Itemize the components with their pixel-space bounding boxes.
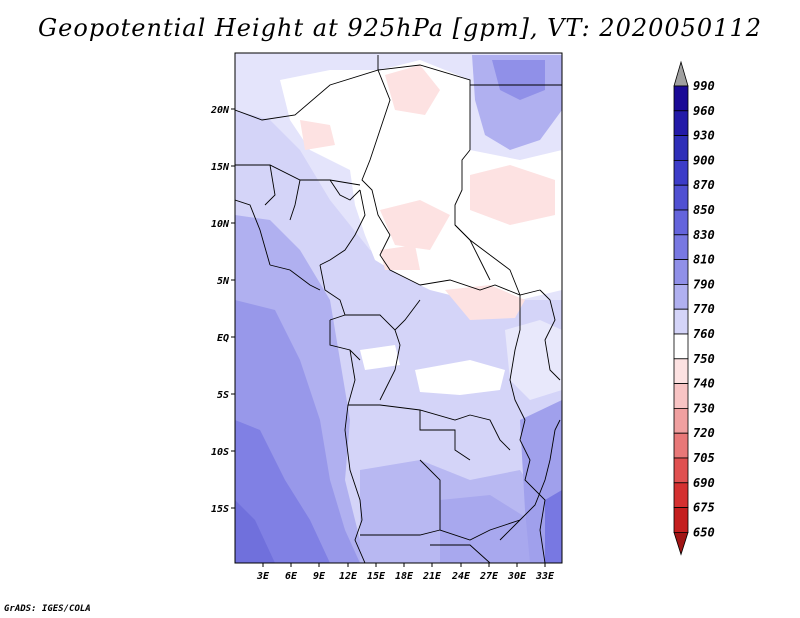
lon-label: 15E xyxy=(367,571,386,582)
colorbar-segment xyxy=(673,259,689,285)
grads-credit: GrADS: IGES/COLA xyxy=(4,604,91,614)
colorbar-segment xyxy=(673,482,689,508)
lat-label: EQ xyxy=(217,333,229,344)
colorbar-segment xyxy=(673,209,689,236)
colorbar-label: 730 xyxy=(693,401,715,415)
colorbar-bottom-arrow xyxy=(673,532,689,556)
lat-label: 10S xyxy=(211,447,229,458)
colorbar-label: 810 xyxy=(693,253,715,267)
colorbar-label: 900 xyxy=(693,153,715,167)
colorbar-label: 990 xyxy=(693,79,715,93)
chart-title: Geopotential Height at 925hPa [gpm], VT:… xyxy=(38,14,762,42)
colorbar-label: 830 xyxy=(693,228,715,242)
colorbar-label: 790 xyxy=(693,277,715,291)
colorbar-segment xyxy=(673,135,689,161)
lon-label: 24E xyxy=(451,571,471,582)
lat-labels: 20N 15N 10N 5N EQ 5S 10S 15S xyxy=(210,105,230,515)
lat-label: 5N xyxy=(217,276,230,287)
colorbar-segment xyxy=(673,184,689,211)
colorbar-segment xyxy=(673,110,689,137)
colorbar-top-arrow xyxy=(673,60,689,87)
lon-label: 12E xyxy=(339,571,358,582)
lon-label: 21E xyxy=(422,571,442,582)
colorbar-label: 850 xyxy=(693,203,715,217)
lon-label: 18E xyxy=(395,571,414,582)
lat-label: 15S xyxy=(211,504,229,515)
colorbar-label: 690 xyxy=(693,476,715,490)
colorbar-segment xyxy=(673,407,689,434)
lon-labels: 3E 6E 9E 12E 15E 18E 21E 24E 27E 30E 33E xyxy=(256,571,555,582)
colorbar-label: 750 xyxy=(693,352,715,366)
colorbar-segment xyxy=(673,507,689,533)
colorbar-segment xyxy=(673,358,689,384)
colorbar-segment xyxy=(673,333,689,360)
country-borders xyxy=(235,55,562,563)
colorbar-label: 740 xyxy=(693,377,715,391)
colorbar-segment xyxy=(673,85,689,112)
colorbar-label: 675 xyxy=(693,501,715,515)
lon-label: 3E xyxy=(256,571,270,582)
colorbar-label: 705 xyxy=(693,451,715,465)
lat-label: 10N xyxy=(211,219,230,230)
colorbar-label: 770 xyxy=(693,302,715,316)
colorbar-label: 720 xyxy=(693,426,715,440)
colorbar-segment xyxy=(673,234,689,261)
map-frame xyxy=(234,52,563,564)
lon-label: 27E xyxy=(479,571,499,582)
colorbar-segment xyxy=(673,383,689,409)
lat-label: 15N xyxy=(211,162,230,173)
lon-label: 9E xyxy=(313,571,326,582)
lat-label: 20N xyxy=(210,105,230,116)
colorbar-segment xyxy=(673,283,689,310)
colorbar-segment xyxy=(673,432,689,459)
colorbar-label: 760 xyxy=(693,327,715,341)
colorbar-label: 960 xyxy=(693,104,715,118)
colorbar-segment xyxy=(673,308,689,335)
lon-label: 30E xyxy=(507,571,527,582)
colorbar-segment xyxy=(673,457,689,484)
colorbar: 990 960 930 900 870 850 830 810 790 770 760 750 740 7… xyxy=(673,60,715,556)
lon-label: 33E xyxy=(535,571,555,582)
colorbar-segment xyxy=(673,159,689,186)
height-field xyxy=(235,53,562,563)
colorbar-label: 930 xyxy=(693,129,715,143)
colorbar-label: 870 xyxy=(693,178,715,192)
lat-label: 5S xyxy=(217,390,229,401)
axis-ticks xyxy=(231,108,546,567)
lon-label: 6E xyxy=(285,571,298,582)
colorbar-label: 650 xyxy=(693,525,715,539)
